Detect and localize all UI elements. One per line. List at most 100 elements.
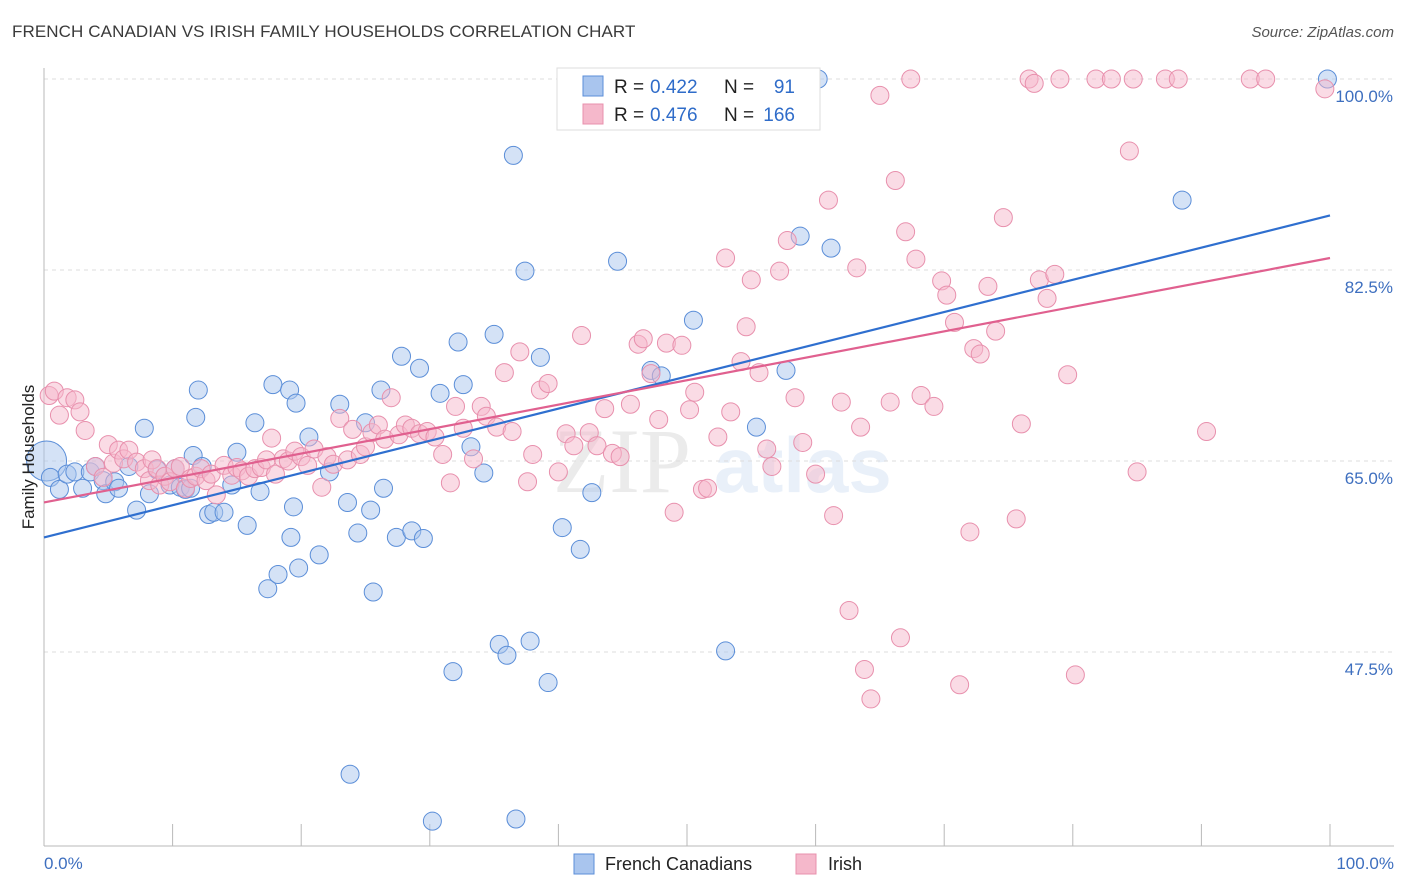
irish-point <box>831 392 851 412</box>
y-axis-tick-labels: 47.5% 65.0% 82.5% 100.0% <box>1335 87 1393 679</box>
french-canadians-point <box>716 641 736 661</box>
irish-point <box>960 522 980 542</box>
source-credit: Source: ZipAtlas.com <box>1251 24 1394 41</box>
gridlines <box>44 78 1394 653</box>
irish-point <box>649 410 669 430</box>
irish-point <box>721 402 741 422</box>
legend-n-value-2: 166 <box>763 105 795 126</box>
irish-point <box>641 364 661 384</box>
french-canadians-point <box>552 518 572 538</box>
irish-point <box>847 258 867 278</box>
legend-r-value-1: 0.422 <box>650 77 698 98</box>
irish-point <box>538 374 558 394</box>
irish-point <box>906 249 926 269</box>
french-canadians-point <box>453 375 473 395</box>
irish-point <box>1011 414 1031 434</box>
irish-point <box>762 456 782 476</box>
french-canadians-point <box>392 346 412 366</box>
x-axis-ticks <box>172 824 1331 846</box>
y-axis-title: Family Households <box>19 385 38 530</box>
irish-point <box>523 444 543 464</box>
irish-point <box>806 464 826 484</box>
y-tick-label: 82.5% <box>1345 278 1393 297</box>
irish-point <box>901 69 921 89</box>
french-canadians-point <box>289 558 309 578</box>
legend-swatch-blue <box>582 75 604 97</box>
irish-point <box>950 675 970 695</box>
french-canadians-point <box>520 631 540 651</box>
irish-point <box>911 386 931 406</box>
irish-point <box>93 467 113 487</box>
irish-point <box>880 392 900 412</box>
irish-point <box>839 601 859 621</box>
french-canadians-point <box>474 463 494 483</box>
french-canadians-point <box>570 539 590 559</box>
irish-point <box>685 382 705 402</box>
bottom-legend-label-irish: Irish <box>828 854 862 874</box>
irish-point <box>1256 69 1276 89</box>
french-canadians-point <box>683 310 703 330</box>
irish-point <box>440 473 460 493</box>
irish-point <box>330 408 350 428</box>
irish-point <box>1168 69 1188 89</box>
irish-point <box>851 417 871 437</box>
french-canadians-point <box>237 515 257 535</box>
irish-point <box>1045 264 1065 284</box>
irish-point <box>937 285 957 305</box>
french-canadians-point <box>348 523 368 543</box>
irish-point <box>633 329 653 349</box>
irish-point <box>572 325 592 345</box>
french-canadians-point <box>245 413 265 433</box>
french-canadians-point <box>443 662 463 682</box>
french-canadians-point <box>73 478 93 498</box>
french-canadians-point <box>263 375 283 395</box>
irish-point <box>970 344 990 364</box>
chart-title: FRENCH CANADIAN VS IRISH FAMILY HOUSEHOL… <box>12 22 636 41</box>
irish-point <box>785 388 805 408</box>
french-canadians-point <box>363 582 383 602</box>
french-canadians-point <box>1172 190 1192 210</box>
irish-point <box>680 400 700 420</box>
irish-trend-line <box>43 256 1331 504</box>
french-canadians-point <box>340 764 360 784</box>
irish-point <box>464 449 484 469</box>
legend-n-label-1: N = <box>724 77 754 98</box>
irish-point <box>510 342 530 362</box>
irish-point <box>1119 141 1139 161</box>
irish-point <box>757 439 777 459</box>
french-canadians-point <box>776 360 796 380</box>
irish-point <box>312 477 332 497</box>
irish-point <box>1050 69 1070 89</box>
irish-point <box>698 478 718 498</box>
irish-point <box>1024 73 1044 93</box>
irish-point <box>1065 665 1085 685</box>
irish-point <box>518 472 538 492</box>
irish-point <box>1058 365 1078 385</box>
irish-point <box>1101 69 1121 89</box>
irish-point <box>770 261 790 281</box>
irish-point <box>446 396 466 416</box>
irish-point <box>433 444 453 464</box>
french-canadians-point <box>746 417 766 437</box>
irish-point <box>986 321 1006 341</box>
irish-point <box>595 399 615 419</box>
french-canadians-point <box>530 347 550 367</box>
legend-r-value-2: 0.476 <box>650 105 698 126</box>
bottom-legend-label-french-canadians: French Canadians <box>605 854 752 874</box>
irish-point <box>1006 509 1026 529</box>
french-canadians-points <box>26 69 1337 831</box>
series-legend: French Canadians Irish <box>573 853 862 875</box>
legend-r-label-1: R = <box>614 77 644 98</box>
irish-point <box>610 447 630 467</box>
y-tick-label: 65.0% <box>1345 469 1393 488</box>
irish-point <box>620 394 640 414</box>
irish-point <box>1037 288 1057 308</box>
french-canadians-point <box>188 380 208 400</box>
irish-point <box>716 248 736 268</box>
french-canadians-point <box>410 358 430 378</box>
irish-point <box>587 436 607 456</box>
irish-point <box>854 659 874 679</box>
irish-point <box>824 506 844 526</box>
french-canadians-point <box>258 579 278 599</box>
y-tick-label: 47.5% <box>1345 660 1393 679</box>
